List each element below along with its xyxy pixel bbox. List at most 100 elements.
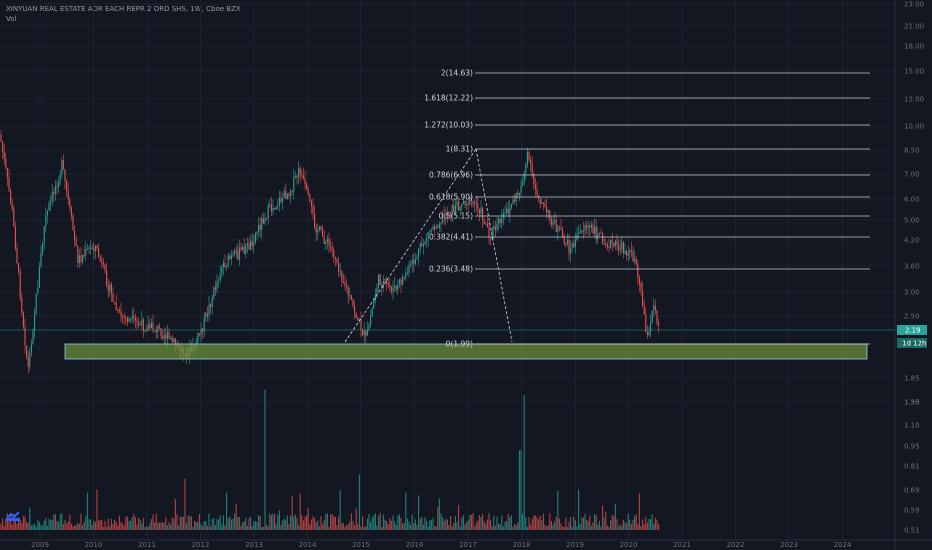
volume-bar bbox=[141, 523, 143, 530]
candle-body bbox=[222, 262, 224, 268]
candle-body bbox=[458, 201, 460, 211]
candle-body bbox=[285, 190, 287, 200]
volume-bar bbox=[386, 521, 388, 530]
candle-body bbox=[24, 326, 26, 346]
candle-body bbox=[85, 249, 87, 256]
volume-bar bbox=[502, 526, 504, 530]
candle-body bbox=[11, 203, 13, 209]
tradingview-logo-icon[interactable] bbox=[6, 511, 20, 521]
volume-bar bbox=[486, 519, 488, 530]
candle-body bbox=[74, 230, 76, 240]
candle-body bbox=[386, 278, 388, 283]
volume-bar bbox=[307, 508, 309, 530]
candle-body bbox=[166, 331, 168, 339]
volume-tick-label: 1.10 bbox=[904, 422, 920, 430]
volume-bar bbox=[21, 523, 23, 530]
candle-body bbox=[171, 337, 173, 343]
volume-bar bbox=[34, 523, 36, 530]
candle-body bbox=[320, 226, 322, 230]
candle-body bbox=[392, 287, 394, 292]
candle-body bbox=[462, 200, 464, 204]
candle-body bbox=[150, 322, 152, 329]
volume-bar bbox=[448, 524, 450, 530]
candle-body bbox=[642, 290, 644, 306]
volume-bar bbox=[293, 516, 295, 530]
volume-bar bbox=[579, 523, 581, 530]
candle-body bbox=[18, 263, 20, 272]
volume-bar bbox=[165, 517, 167, 530]
candle-body bbox=[274, 208, 276, 210]
volume-bar bbox=[107, 519, 109, 530]
candle-body bbox=[102, 262, 104, 265]
candle-body bbox=[342, 281, 344, 283]
volume-bar bbox=[546, 526, 548, 530]
symbol-title[interactable]: XINYUAN REAL ESTATE ADR EACH REPR 2 ORD … bbox=[6, 5, 241, 13]
candle-body bbox=[557, 226, 559, 232]
volume-bar bbox=[333, 516, 335, 530]
candle-body bbox=[157, 326, 159, 333]
volume-bar bbox=[176, 514, 178, 530]
fib-drawings[interactable]: 2(14.63) 1.618(12.22) 1.272(10.03) 1(8.31) 0… bbox=[0, 69, 895, 360]
volume-bar bbox=[526, 526, 528, 530]
x-tick-label: 2010 bbox=[85, 541, 103, 549]
candle-body bbox=[523, 172, 525, 183]
candle-body bbox=[259, 224, 261, 230]
volume-bar bbox=[125, 517, 127, 530]
volume-tick-label: 0.69 bbox=[904, 487, 920, 495]
candle-body bbox=[653, 305, 655, 311]
volume-bar bbox=[382, 514, 384, 530]
volume-bar bbox=[310, 519, 312, 530]
volume-bar bbox=[496, 516, 498, 530]
x-tick-label: 2012 bbox=[192, 541, 210, 549]
candle-body bbox=[248, 243, 250, 250]
candle-body bbox=[411, 260, 413, 265]
candle-body bbox=[298, 168, 300, 178]
candle-body bbox=[560, 227, 562, 230]
volume-bar bbox=[547, 525, 549, 530]
x-tick-label: 2018 bbox=[513, 541, 531, 549]
volume-tick-label: 1.30 bbox=[904, 399, 920, 407]
candle-body bbox=[43, 226, 45, 243]
x-tick-label: 2011 bbox=[138, 541, 156, 549]
volume-bar bbox=[371, 517, 373, 530]
candle-body bbox=[291, 190, 293, 192]
volume-bar bbox=[77, 523, 79, 530]
candle-body bbox=[658, 323, 660, 326]
volume-bar bbox=[99, 519, 101, 530]
volume-bar bbox=[360, 526, 362, 530]
volume-indicator-label[interactable]: Vol bbox=[6, 15, 17, 23]
volume-bar bbox=[638, 493, 640, 530]
fib-level-label: 1.272(10.03) bbox=[424, 121, 473, 130]
volume-bar bbox=[98, 520, 100, 530]
candle-body bbox=[301, 174, 303, 176]
volume-bar bbox=[270, 515, 272, 530]
volume-bar bbox=[398, 514, 400, 530]
candle-body bbox=[520, 185, 522, 194]
candle-body bbox=[397, 284, 399, 290]
candle-body bbox=[555, 220, 557, 232]
candle-body bbox=[496, 223, 498, 230]
candle-body bbox=[256, 232, 258, 234]
volume-bar bbox=[278, 510, 280, 530]
volume-bar bbox=[192, 526, 194, 530]
volume-bar bbox=[189, 515, 191, 530]
candle-body bbox=[104, 264, 106, 271]
volume-bar bbox=[430, 519, 432, 530]
volume-bar bbox=[432, 518, 434, 530]
candle-body bbox=[565, 243, 567, 245]
candle-body bbox=[406, 272, 408, 274]
volume-bar bbox=[656, 519, 658, 530]
volume-bar bbox=[221, 524, 223, 530]
volume-bar bbox=[162, 522, 164, 530]
volume-bar bbox=[533, 515, 535, 530]
candle-body bbox=[379, 274, 381, 285]
candle-body bbox=[547, 210, 549, 213]
volume-bar bbox=[411, 514, 413, 530]
volume-bar bbox=[254, 521, 256, 530]
candle-body bbox=[155, 331, 157, 333]
volume-bar bbox=[30, 525, 32, 530]
volume-bar bbox=[504, 521, 506, 530]
candle-body bbox=[37, 287, 39, 294]
volume-bar bbox=[102, 526, 104, 530]
